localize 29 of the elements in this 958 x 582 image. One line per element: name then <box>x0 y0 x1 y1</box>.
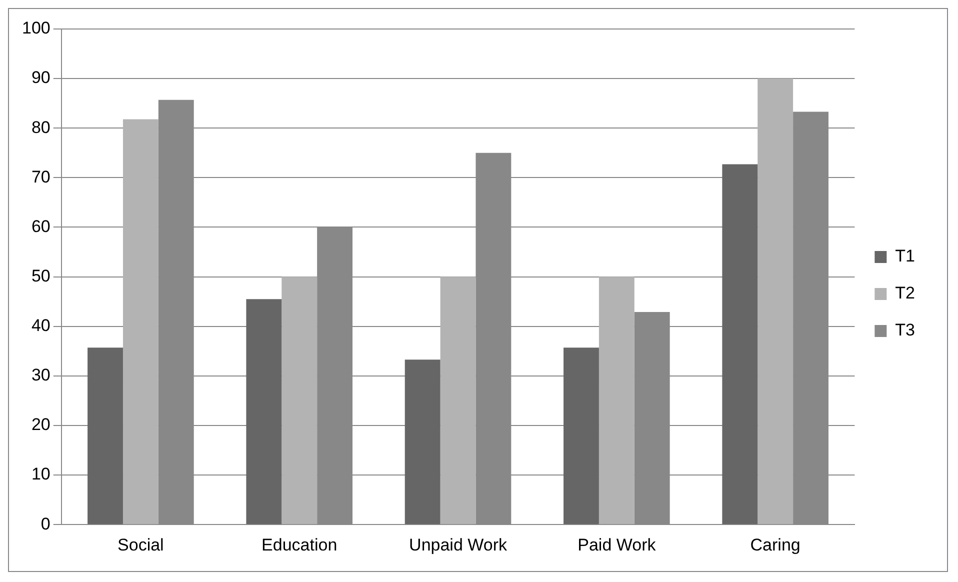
y-tick-label: 70 <box>31 167 50 186</box>
y-tick-label: 20 <box>31 415 50 434</box>
y-tick-label: 10 <box>31 464 50 484</box>
legend-label: T3 <box>895 320 916 340</box>
bar <box>722 164 758 524</box>
y-tick-label: 60 <box>31 216 50 236</box>
y-tick-label: 80 <box>31 118 50 137</box>
x-tick-label: Paid Work <box>578 535 656 554</box>
x-tick-label: Unpaid Work <box>409 535 508 554</box>
bar <box>88 348 123 524</box>
legend-label: T2 <box>895 284 916 303</box>
y-tick-label: 30 <box>31 366 50 385</box>
y-tick-label: 50 <box>31 266 50 286</box>
x-tick-label: Social <box>118 535 164 554</box>
bar <box>404 360 440 524</box>
y-tick-label: 90 <box>31 68 50 88</box>
bar <box>564 348 599 524</box>
x-tick-label: Education <box>262 535 338 554</box>
bar <box>598 276 634 524</box>
y-tick-label: 100 <box>22 18 50 38</box>
y-tick-label: 40 <box>31 316 50 336</box>
bar <box>282 276 318 524</box>
bar <box>246 299 282 524</box>
bar <box>440 276 476 524</box>
y-tick-label: 0 <box>40 514 50 534</box>
legend-label: T1 <box>895 246 916 266</box>
bar <box>758 78 794 524</box>
bar <box>122 119 158 524</box>
x-tick-label: Caring <box>750 535 800 554</box>
